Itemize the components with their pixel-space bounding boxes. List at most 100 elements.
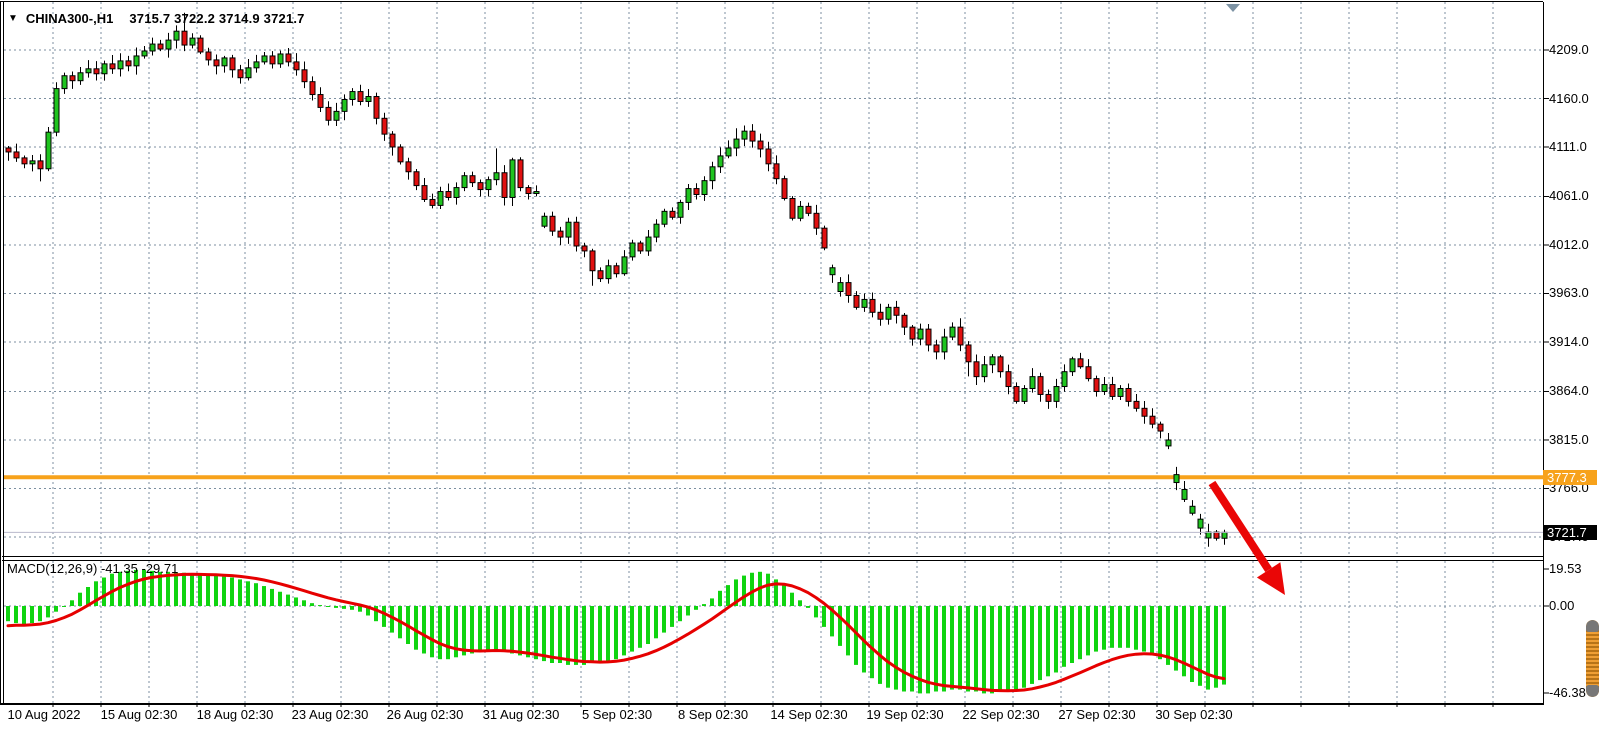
macd-bar xyxy=(1174,606,1178,671)
macd-bar xyxy=(774,579,778,606)
candle xyxy=(1093,378,1100,392)
macd-bar xyxy=(1214,606,1218,688)
candle xyxy=(589,250,596,272)
macd-bar xyxy=(830,606,834,637)
macd-signal-layer xyxy=(6,572,1226,693)
date-tick-label: 14 Sep 02:30 xyxy=(770,707,848,722)
macd-bar xyxy=(294,597,298,606)
candle xyxy=(877,311,884,320)
macd-bar xyxy=(38,606,42,622)
macd-bar xyxy=(694,606,698,610)
macd-bar xyxy=(486,606,490,650)
macd-bar xyxy=(390,606,394,633)
candle xyxy=(845,282,852,296)
candle xyxy=(117,60,124,70)
candle xyxy=(933,344,940,353)
candle xyxy=(1013,386,1020,402)
macd-bar xyxy=(558,606,562,663)
candle xyxy=(749,130,756,142)
macd-bar xyxy=(1006,606,1010,692)
chart-frame xyxy=(0,1,1549,705)
date-tick-label: 23 Aug 02:30 xyxy=(291,707,369,722)
candle xyxy=(717,155,724,168)
candle xyxy=(533,191,540,195)
candle xyxy=(773,163,780,180)
macd-bar xyxy=(582,606,586,665)
candle xyxy=(893,306,900,316)
candle xyxy=(525,187,532,195)
trend-arrow-annotation[interactable] xyxy=(1208,480,1285,595)
candle xyxy=(165,39,172,50)
macd-bar xyxy=(1070,606,1074,663)
candle xyxy=(1101,384,1108,392)
orange-hline-price-badge: 3777.3 xyxy=(1543,469,1597,485)
candle xyxy=(277,53,284,65)
macd-bar xyxy=(1054,606,1058,673)
candle xyxy=(1181,488,1188,500)
candle xyxy=(173,30,180,41)
date-tick-label: 22 Sep 02:30 xyxy=(962,707,1040,722)
candle xyxy=(45,131,52,170)
candle xyxy=(997,356,1004,373)
macd-bar xyxy=(646,606,650,644)
macd-bar xyxy=(1222,606,1226,685)
macd-bar xyxy=(46,606,50,618)
chart-shift-marker[interactable] xyxy=(1226,4,1240,12)
date-tick-label: 26 Aug 02:30 xyxy=(386,707,464,722)
macd-bar xyxy=(766,573,770,606)
macd-bar xyxy=(278,591,282,606)
macd-bar xyxy=(782,585,786,606)
candle xyxy=(1133,400,1140,409)
macd-bar xyxy=(102,577,106,606)
candle xyxy=(965,344,972,363)
candle xyxy=(989,356,996,366)
macd-bar xyxy=(542,606,546,662)
candle xyxy=(309,81,316,96)
candle xyxy=(517,159,524,189)
vertical-scrollbar-thumb[interactable] xyxy=(1586,620,1599,697)
macd-bar xyxy=(702,604,706,606)
macd-bar xyxy=(302,600,306,606)
macd-bar xyxy=(958,606,962,690)
candle xyxy=(581,245,588,252)
macd-bar xyxy=(734,579,738,606)
candle xyxy=(469,175,476,184)
candle xyxy=(85,68,92,74)
macd-bar xyxy=(1062,606,1066,667)
macd-bar xyxy=(718,590,722,606)
macd-bar xyxy=(526,606,530,658)
macd-signal-line xyxy=(6,572,1226,693)
candle xyxy=(445,191,452,198)
candle xyxy=(237,69,244,79)
macd-bar xyxy=(1206,606,1210,690)
candle xyxy=(557,230,564,238)
candle xyxy=(333,110,340,121)
macd-bar xyxy=(326,606,330,607)
macd-bar xyxy=(478,606,482,652)
candle xyxy=(957,326,964,346)
candle xyxy=(837,282,844,293)
macd-bar xyxy=(310,603,314,606)
candle xyxy=(813,212,820,229)
macd-bar xyxy=(686,606,690,616)
candle xyxy=(981,364,988,378)
candle xyxy=(37,160,44,170)
candle xyxy=(133,55,140,67)
candle xyxy=(1189,505,1196,514)
candle xyxy=(293,61,300,71)
candle xyxy=(317,94,324,108)
macd-bar xyxy=(382,606,386,627)
candle xyxy=(13,151,20,159)
macd-bar xyxy=(510,606,514,654)
macd-bar xyxy=(1198,606,1202,686)
candle xyxy=(597,270,604,280)
shift-marker-layer[interactable] xyxy=(1226,4,1240,12)
macd-bar xyxy=(462,606,466,656)
symbol-dropdown-icon[interactable]: ▼ xyxy=(8,13,18,24)
macd-bar xyxy=(974,606,978,692)
macd-bar xyxy=(814,606,818,618)
macd-bar xyxy=(470,606,474,654)
macd-bar xyxy=(1030,606,1034,684)
